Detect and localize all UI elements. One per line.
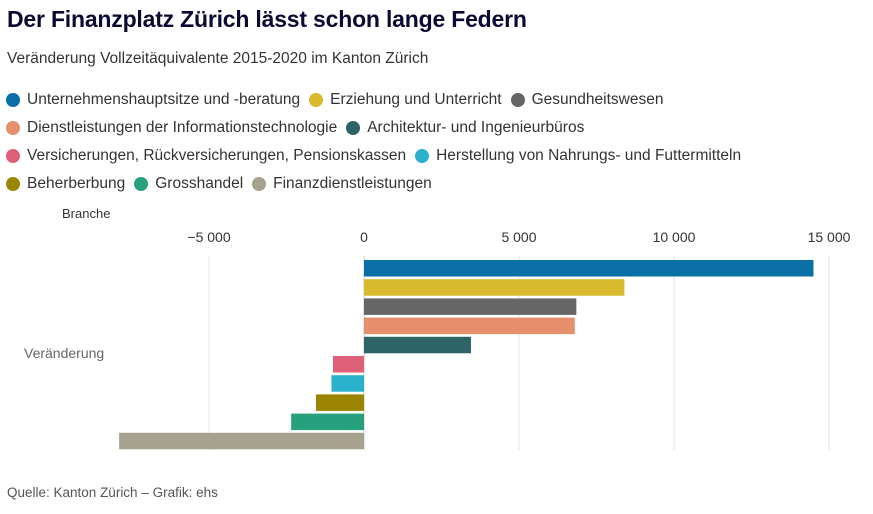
legend-label: Erziehung und Unterricht [330,91,502,108]
bar[interactable]: Herstellung von Nahrungs- und Futtermitt… [331,375,364,392]
legend-row: Versicherungen, Rückversicherungen, Pens… [6,142,866,170]
legend-label: Herstellung von Nahrungs- und Futtermitt… [436,147,742,164]
legend-label: Grosshandel [155,175,244,192]
bar-chart: −5 000 0 5 000 10 000 15 000 Branche Verände… [24,206,851,450]
legend: Unternehmenshauptsitze und -beratung Erz… [6,86,866,198]
bar[interactable]: Erziehung und Unterricht: 8400 [364,279,625,296]
axis-title: Branche [62,206,110,221]
x-tick-label: 10 000 [653,229,696,245]
bar[interactable]: Finanzdienstleistungen: -7900 [119,432,364,450]
legend-label: Dienstleistungen der Informationstechnol… [27,119,338,136]
legend-label: Gesundheitswesen [531,91,664,108]
bar[interactable]: Unternehmenshauptsitze und -beratung: 14… [364,260,814,277]
legend-item[interactable]: Versicherungen, Rückversicherungen, Pens… [6,147,406,165]
legend-item[interactable]: Beherberbung [6,175,125,193]
x-axis-ticks: −5 000 0 5 000 10 000 15 000 [187,229,850,245]
bar[interactable]: Beherberbung: -1550 [315,394,364,411]
legend-swatch [6,121,20,135]
legend-item[interactable]: Herstellung von Nahrungs- und Futtermitt… [415,147,741,165]
legend-swatch [6,149,20,163]
x-tick-label: 15 000 [808,229,851,245]
legend-swatch [415,149,430,163]
legend-swatch [309,93,324,107]
bar[interactable]: Versicherungen, Rückversicherungen, Pens… [333,356,364,373]
legend-item[interactable]: Grosshandel [134,175,243,193]
legend-label: Finanzdienstleistungen [273,175,432,192]
x-tick-label: 0 [360,229,368,245]
legend-item[interactable]: Finanzdienstleistungen [252,175,432,193]
chart-subtitle: Veränderung Vollzeitäquivalente 2015-202… [7,50,429,67]
legend-swatch [6,177,20,191]
bars: Unternehmenshauptsitze und -beratung: 14… [119,260,814,450]
legend-row: Dienstleistungen der Informationstechnol… [6,114,866,142]
legend-item[interactable]: Architektur- und Ingenieurbüros [346,119,584,137]
source-note: Quelle: Kanton Zürich – Grafik: ehs [7,485,218,500]
legend-label: Architektur- und Ingenieurbüros [367,119,585,136]
legend-item[interactable]: Unternehmenshauptsitze und -beratung [6,91,300,109]
legend-label: Unternehmenshauptsitze und -beratung [27,91,301,108]
legend-row: Beherberbung Grosshandel Finanzdienstlei… [6,170,866,198]
bar[interactable]: Gesundheitswesen: 6850 [364,298,577,315]
legend-swatch [510,93,525,107]
legend-item[interactable]: Erziehung und Unterricht [309,91,502,109]
legend-label: Beherberbung [27,175,126,192]
bar[interactable]: Architektur- und Ingenieurbüros: 3450 [364,336,471,354]
x-tick-label: 5 000 [501,229,536,245]
legend-swatch [6,93,20,107]
legend-row: Unternehmenshauptsitze und -beratung Erz… [6,86,866,114]
legend-swatch [346,121,361,135]
x-tick-label: −5 000 [187,229,230,245]
legend-item[interactable]: Gesundheitswesen [510,91,664,109]
bar[interactable]: Grosshandel: -2350 [291,413,364,431]
legend-swatch [134,177,149,191]
category-label: Veränderung [24,345,104,361]
legend-item[interactable]: Dienstleistungen der Informationstechnol… [6,119,337,137]
bar[interactable]: Dienstleistungen der Informationstechnol… [364,317,575,335]
chart-title: Der Finanzplatz Zürich lässt schon lange… [7,6,527,32]
legend-swatch [252,177,267,191]
legend-label: Versicherungen, Rückversicherungen, Pens… [27,147,407,164]
